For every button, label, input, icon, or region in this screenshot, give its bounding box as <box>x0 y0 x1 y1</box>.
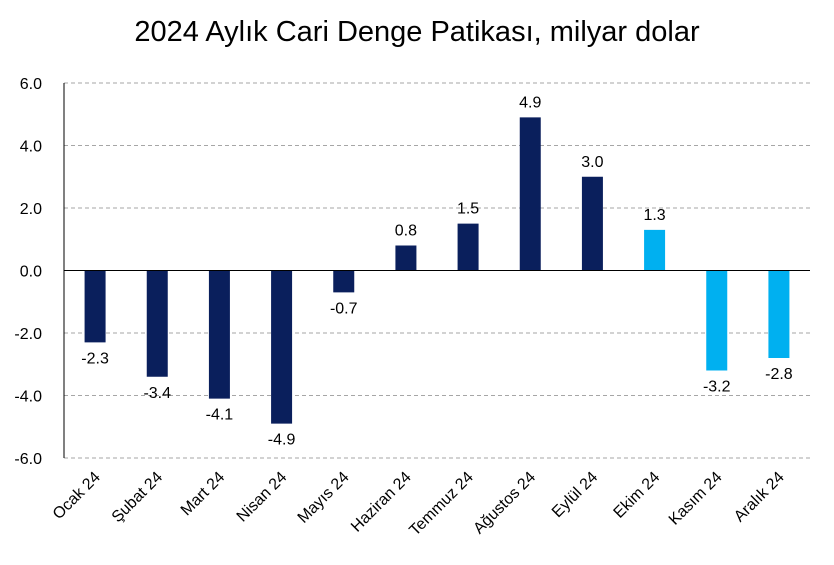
y-tick-label: 2.0 <box>20 201 42 218</box>
bar <box>519 117 541 271</box>
y-tick-label: -2.0 <box>14 326 42 343</box>
x-category-label: Kasım 24 <box>666 469 726 529</box>
x-category-label: Aralık 24 <box>731 469 788 526</box>
x-category-label: Ocak 24 <box>50 469 104 523</box>
data-label: -3.2 <box>703 379 731 396</box>
bar <box>84 270 106 343</box>
data-label: -2.8 <box>765 366 793 383</box>
x-category-label: Ağustos 24 <box>470 469 539 538</box>
y-tick-label: -4.0 <box>14 389 42 406</box>
bar <box>208 270 230 399</box>
x-category-label: Nisan 24 <box>234 469 291 526</box>
x-category-label: Temmuz 24 <box>406 469 477 540</box>
bar <box>581 176 603 271</box>
y-tick-label: 0.0 <box>20 264 42 281</box>
data-label: 1.5 <box>457 201 479 218</box>
data-label: -3.4 <box>143 385 171 402</box>
bar <box>706 270 728 371</box>
x-category-label: Ekim 24 <box>611 469 664 522</box>
chart-title: 2024 Aylık Cari Denge Patikası, milyar d… <box>134 16 700 48</box>
data-label: -4.9 <box>268 432 296 449</box>
x-category-label: Mayıs 24 <box>295 469 353 527</box>
bar <box>644 229 666 271</box>
y-tick-label: 6.0 <box>20 76 42 93</box>
bar <box>333 270 355 293</box>
data-label: 0.8 <box>395 223 417 240</box>
bar <box>271 270 293 424</box>
data-label: 3.0 <box>581 154 603 171</box>
x-category-label: Şubat 24 <box>109 469 166 526</box>
y-tick-label: -6.0 <box>14 451 42 468</box>
bar <box>768 270 790 358</box>
bar <box>395 245 417 271</box>
x-category-label: Mart 24 <box>178 469 228 519</box>
bar <box>457 223 479 271</box>
data-label: -4.1 <box>206 407 234 424</box>
x-category-label: Eylül 24 <box>549 469 601 521</box>
x-category-label: Haziran 24 <box>348 469 415 536</box>
y-tick-label: 4.0 <box>20 139 42 156</box>
bar <box>146 270 168 377</box>
data-label: -0.7 <box>330 300 358 317</box>
data-label: -2.3 <box>81 350 109 367</box>
data-label: 4.9 <box>519 94 541 111</box>
data-label: 1.3 <box>643 207 665 224</box>
